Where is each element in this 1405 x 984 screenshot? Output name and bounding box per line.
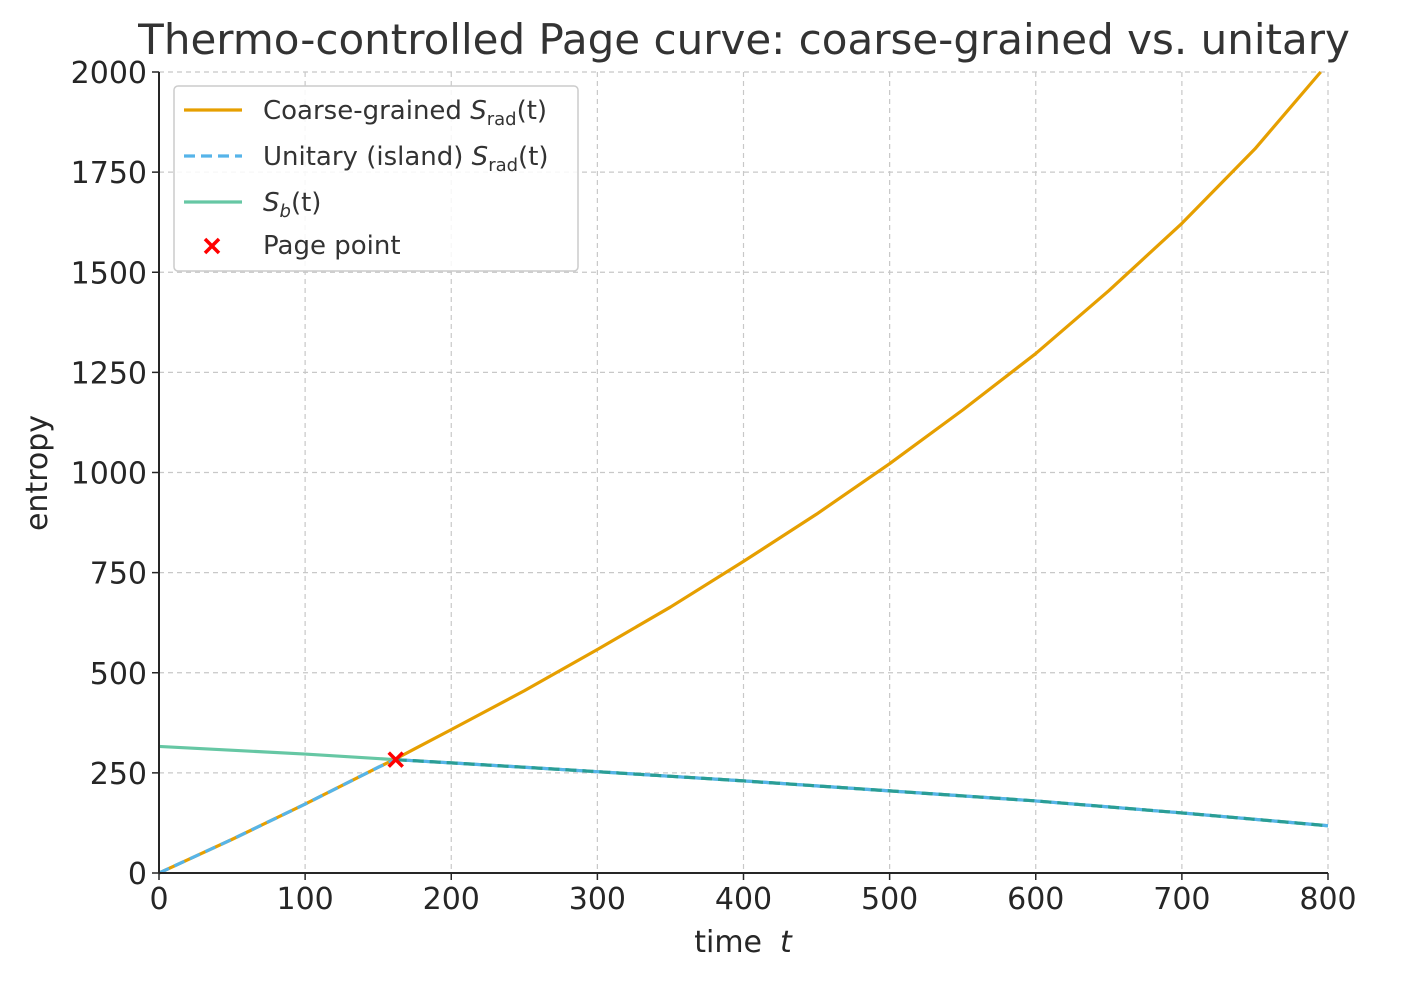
x-tick-label: 600 bbox=[1007, 882, 1064, 917]
y-tick-label: 1750 bbox=[71, 156, 147, 191]
x-axis-label: time t bbox=[694, 925, 793, 960]
x-tick-label: 0 bbox=[149, 882, 168, 917]
y-tick-label: 1000 bbox=[71, 457, 147, 492]
series-layer bbox=[159, 70, 1329, 875]
page-point-marker bbox=[387, 751, 404, 768]
y-tick-label: 0 bbox=[128, 857, 147, 892]
x-tick-label: 800 bbox=[1299, 882, 1356, 917]
x-axis-label-text: time bbox=[694, 925, 762, 960]
x-tick-label: 100 bbox=[276, 882, 333, 917]
x-tick-label: 200 bbox=[423, 882, 480, 917]
y-tick-label: 250 bbox=[90, 757, 147, 792]
x-tick-label: 700 bbox=[1153, 882, 1210, 917]
x-tick-label: 500 bbox=[861, 882, 918, 917]
x-axis-label-symbol: t bbox=[780, 925, 793, 960]
legend-entry-coarse-grained: Coarse-grained Srad(t) bbox=[184, 96, 547, 130]
legend: Coarse-grained Srad(t) Unitary (island) S… bbox=[173, 85, 579, 272]
chart-title: Thermo-controlled Page curve: coarse-gra… bbox=[137, 15, 1350, 64]
y-tick-label: 500 bbox=[90, 657, 147, 692]
series-overlap-segment bbox=[395, 758, 1329, 828]
grid-lines bbox=[159, 71, 1329, 873]
y-axis-label: entropy bbox=[20, 415, 55, 531]
legend-label: Page point bbox=[263, 231, 401, 261]
x-tick-label: 400 bbox=[715, 882, 772, 917]
y-tick-label: 750 bbox=[90, 557, 147, 592]
y-tick-label: 2000 bbox=[71, 56, 147, 91]
y-tick-label: 1500 bbox=[71, 256, 147, 291]
x-tick-label: 300 bbox=[569, 882, 626, 917]
legend-box bbox=[173, 85, 579, 272]
legend-label: Unitary (island) Srad(t) bbox=[263, 142, 549, 176]
legend-label: Sb(t) bbox=[263, 188, 321, 222]
legend-entry-unitary-island: Unitary (island) Srad(t) bbox=[184, 142, 549, 176]
y-tick-label: 1250 bbox=[71, 356, 147, 391]
tick-labels: 0 100 200 300 400 500 600 700 800 0 250 500 750 1000 1… bbox=[71, 56, 1357, 917]
axes bbox=[152, 71, 1329, 880]
legend-entry-s-b: Sb(t) bbox=[184, 188, 321, 222]
legend-entry-page-point: Page point bbox=[203, 231, 401, 261]
legend-label: Coarse-grained Srad(t) bbox=[263, 96, 547, 130]
